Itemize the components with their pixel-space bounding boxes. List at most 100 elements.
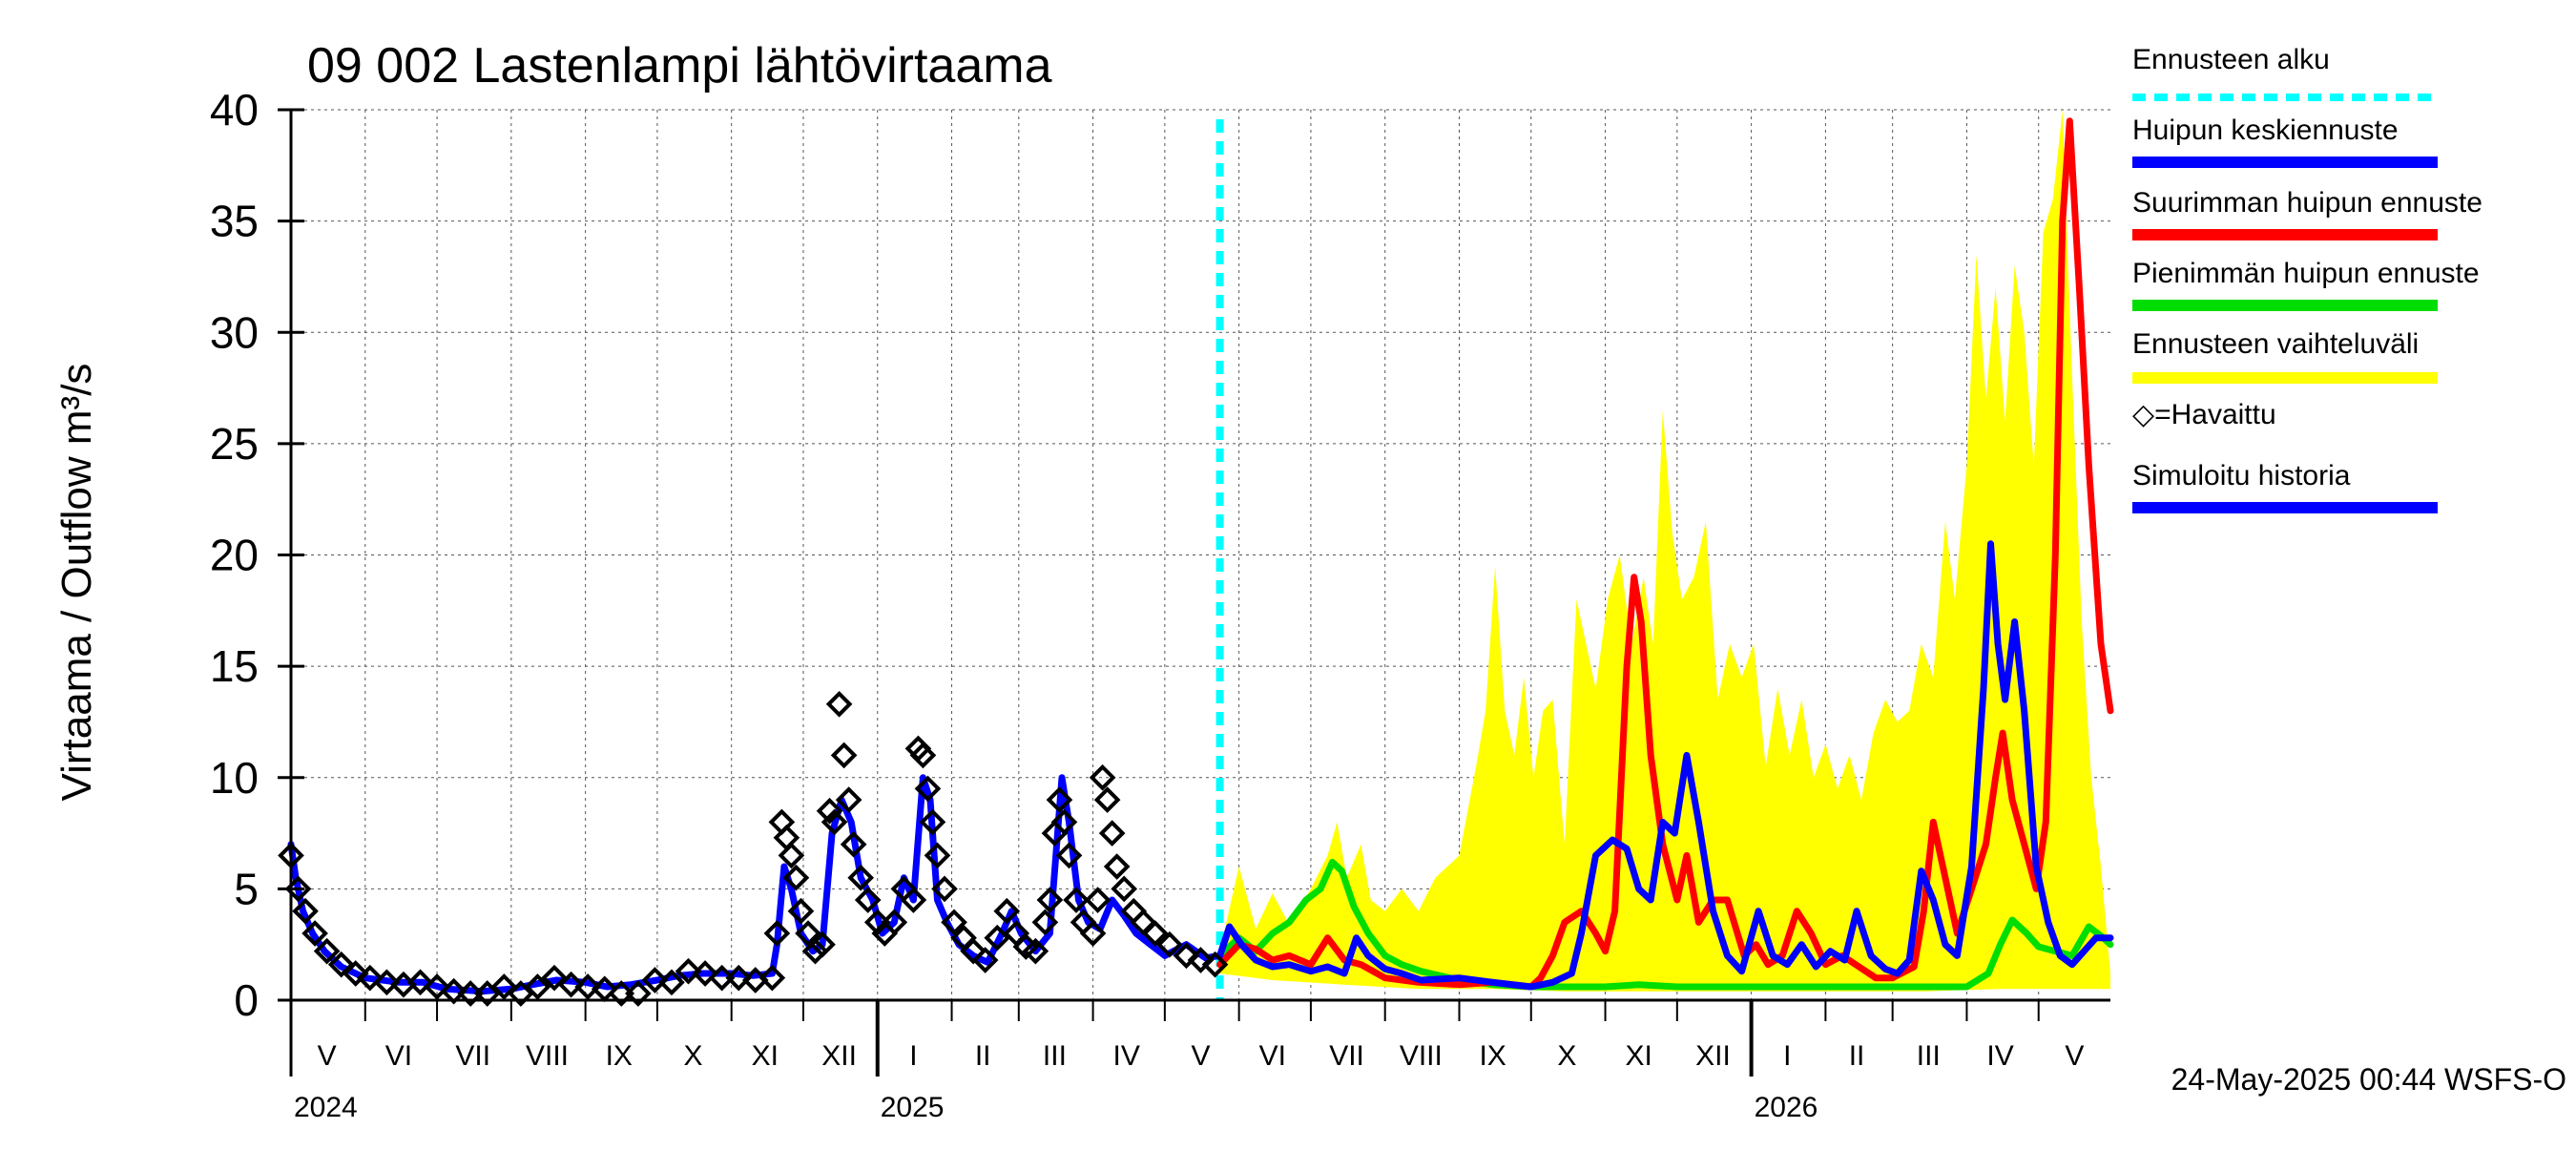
chart-title: 09 002 Lastenlampi lähtövirtaama	[307, 38, 1052, 94]
observed-point	[708, 964, 736, 992]
observed-point	[1046, 786, 1073, 813]
observed-point	[816, 797, 843, 825]
series-simuloitu-historia	[287, 774, 1224, 995]
x-month-label: XII	[1695, 1040, 1731, 1072]
legend-label: Suurimman huipun ennuste	[2132, 187, 2483, 219]
y-tick-label: 0	[234, 975, 259, 1025]
observed-point	[900, 887, 927, 913]
observed-point	[641, 967, 669, 993]
observed-point	[1111, 875, 1138, 903]
y-tick-label: 5	[234, 864, 259, 913]
x-month-label: I	[1783, 1040, 1791, 1072]
legend-label: Huipun keskiennuste	[2132, 115, 2399, 146]
legend-label: Simuloitu historia	[2132, 460, 2351, 491]
observed-markers	[278, 690, 1229, 1007]
x-month-label: IV	[1113, 1040, 1140, 1072]
y-axis-label: Virtaama / Outflow m³/s	[53, 364, 100, 802]
observed-point	[931, 875, 958, 903]
observed-point	[1079, 920, 1107, 947]
forecast-band	[1219, 110, 2110, 992]
observed-point	[1098, 820, 1126, 847]
observed-point	[960, 937, 987, 965]
x-year-label: 2024	[294, 1092, 358, 1123]
x-month-label: II	[1849, 1040, 1865, 1072]
observed-point	[524, 973, 551, 1000]
legend-label: Pienimmän huipun ennuste	[2132, 258, 2480, 289]
observed-point	[557, 971, 585, 998]
x-year-label: 2025	[881, 1092, 945, 1123]
footer-timestamp: 24-May-2025 00:44 WSFS-O	[2171, 1062, 2566, 1097]
observed-point	[1093, 786, 1121, 813]
observed-point	[840, 830, 867, 858]
y-tick-label: 10	[210, 753, 259, 803]
x-month-label: III	[1917, 1040, 1941, 1072]
observed-point	[854, 887, 882, 913]
legend-swatch-line	[2132, 300, 2438, 311]
observed-point	[658, 969, 685, 996]
legend-swatch-line	[2132, 229, 2438, 240]
observed-point	[1036, 887, 1064, 913]
x-month-label: VIII	[1400, 1040, 1443, 1072]
series-layer	[287, 117, 2114, 1000]
series-pienimm-n-huipun-ennuste	[1216, 858, 2114, 991]
legend-label: Ennusteen vaihteluväli	[2132, 328, 2419, 360]
observed-point	[1187, 947, 1215, 973]
observed-point	[763, 920, 791, 947]
observed-point	[440, 977, 467, 1005]
forecast-band-layer	[1219, 110, 2110, 992]
legend-swatch-line	[2132, 157, 2438, 168]
observed-point	[625, 980, 652, 1007]
x-year-label: 2026	[1755, 1092, 1818, 1123]
observed-point	[373, 969, 401, 996]
x-month-label: V	[318, 1040, 337, 1072]
observed-point	[292, 897, 319, 925]
observed-point	[787, 897, 815, 925]
observed-point	[675, 957, 702, 985]
legend-label: ◇=Havaittu	[2132, 399, 2276, 430]
x-month-label: VI	[385, 1040, 412, 1072]
x-month-label: XII	[821, 1040, 857, 1072]
x-month-label: X	[1557, 1040, 1576, 1072]
observed-point	[881, 909, 908, 936]
x-month-label: X	[684, 1040, 703, 1072]
y-tick-label: 35	[210, 197, 259, 246]
observed-point	[457, 980, 485, 1007]
y-tick-label: 25	[210, 419, 259, 469]
observed-point	[541, 964, 568, 992]
y-tick-label: 40	[210, 85, 259, 135]
observed-point	[1050, 808, 1078, 836]
x-month-label: IX	[606, 1040, 633, 1072]
observed-point	[301, 920, 328, 947]
observed-point	[778, 842, 805, 869]
observed-point	[1063, 887, 1090, 913]
observed-point	[993, 897, 1021, 925]
observed-point	[835, 786, 862, 813]
observed-point	[574, 973, 601, 1000]
x-month-label: XI	[752, 1040, 779, 1072]
observed-point	[821, 808, 848, 836]
series-huipun-keskiennuste	[1216, 540, 2114, 991]
observed-point	[406, 969, 434, 996]
observed-point	[914, 775, 942, 803]
x-month-label: VIII	[526, 1040, 569, 1072]
observed-point	[313, 937, 341, 965]
observed-point	[909, 742, 937, 769]
observed-point	[782, 864, 810, 891]
observed-point	[809, 930, 836, 958]
y-tick-label: 30	[210, 307, 259, 357]
observed-point	[1141, 920, 1169, 947]
legend-swatch-band	[2132, 372, 2438, 384]
x-month-label: I	[909, 1040, 917, 1072]
observed-point	[924, 842, 951, 869]
observed-point	[424, 973, 450, 1000]
y-tick-label: 20	[210, 531, 259, 580]
observed-point	[725, 964, 753, 992]
observed-point	[758, 964, 786, 992]
observed-point	[919, 808, 946, 836]
observed-point	[342, 960, 369, 987]
y-tick-label: 15	[210, 641, 259, 691]
observed-point	[1055, 842, 1083, 869]
observed-point	[801, 937, 829, 965]
